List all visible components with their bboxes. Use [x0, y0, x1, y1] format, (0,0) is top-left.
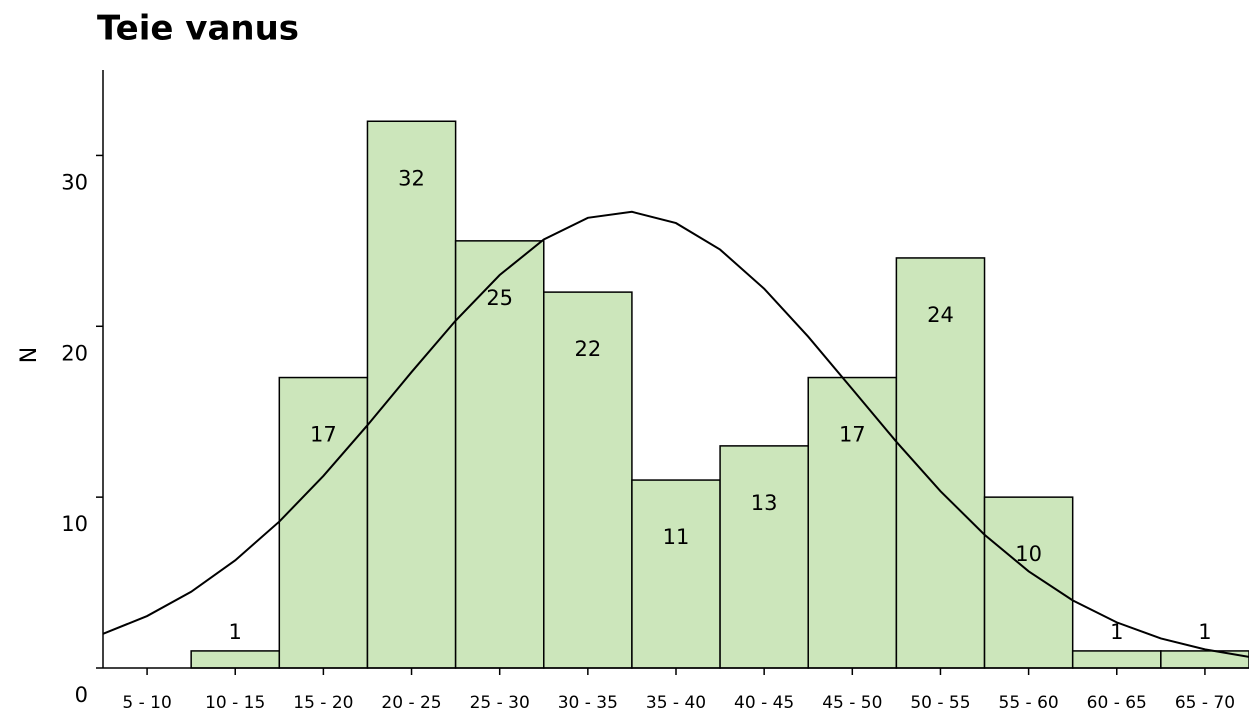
bar-label: 1: [1110, 620, 1123, 644]
x-tick-label: 55 - 60: [999, 693, 1059, 713]
bar-label: 25: [486, 286, 513, 310]
x-tick-label: 50 - 55: [910, 693, 970, 713]
bar: [807, 376, 898, 669]
bar-label: 1: [229, 620, 242, 644]
x-tick-label: 35 - 40: [646, 693, 706, 713]
bar: [983, 496, 1074, 669]
chart-title: Teie vanus: [97, 9, 299, 49]
bar: [543, 291, 633, 669]
x-tick-label: 30 - 35: [558, 693, 618, 713]
x-tick-label: 15 - 20: [293, 693, 353, 713]
y-tick-label: 10: [61, 512, 88, 536]
y-tick-label: 20: [61, 341, 88, 365]
bar-label: 13: [751, 491, 778, 515]
y-tick-label: 30: [61, 170, 88, 194]
bar: [631, 479, 721, 669]
y-tick-label: 0: [75, 683, 88, 707]
bar-label: 1: [1198, 620, 1211, 644]
x-tick-label: 65 - 70: [1175, 693, 1235, 713]
x-tick-label: 40 - 45: [734, 693, 794, 713]
bar-label: 17: [310, 423, 337, 447]
bar-label: 11: [663, 525, 690, 549]
bar: [895, 257, 986, 669]
y-axis-label: N: [17, 347, 42, 363]
bar: [366, 120, 457, 669]
normal-curve: [103, 210, 1249, 658]
x-tick-label: 45 - 50: [822, 693, 882, 713]
bar: [1071, 650, 1162, 669]
x-tick-label: 5 - 10: [122, 693, 171, 713]
bar-label: 24: [927, 303, 954, 327]
x-tick-label: 10 - 15: [205, 693, 265, 713]
x-tick-label: 60 - 65: [1087, 693, 1147, 713]
bar: [719, 445, 809, 669]
bar-label: 32: [398, 166, 425, 190]
bar: [190, 650, 281, 669]
bar-label: 10: [1015, 542, 1042, 566]
x-tick-label: 20 - 25: [381, 693, 441, 713]
bar-label: 17: [839, 423, 866, 447]
x-tick-label: 25 - 30: [470, 693, 530, 713]
bar: [278, 376, 369, 669]
bar: [1160, 650, 1249, 669]
bar-label: 22: [574, 337, 601, 361]
